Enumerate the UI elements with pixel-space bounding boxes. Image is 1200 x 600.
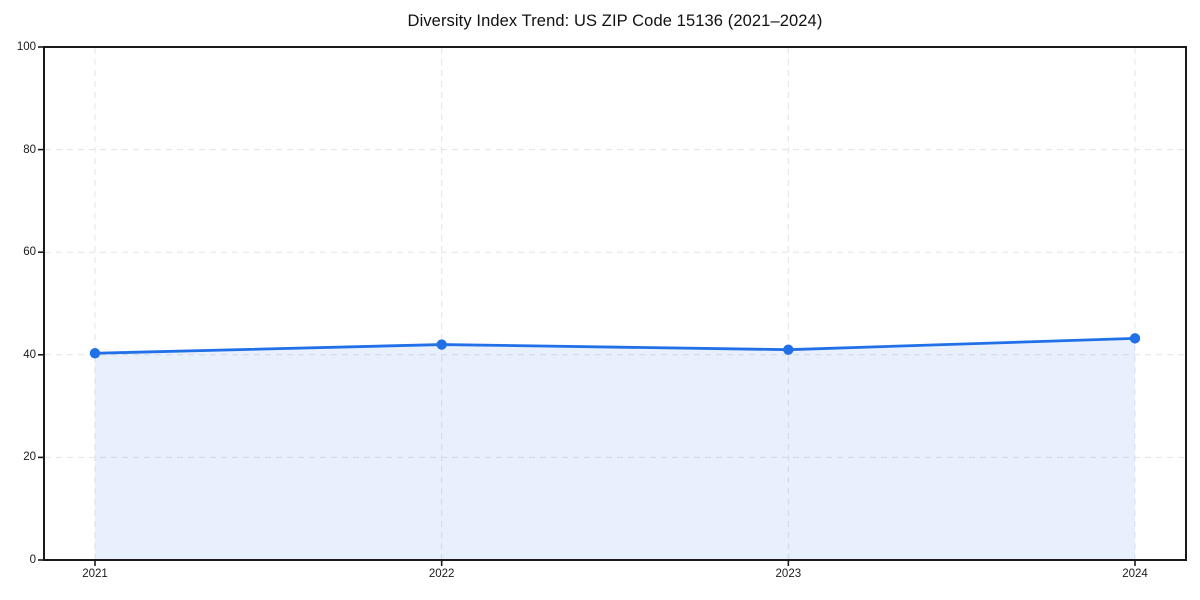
trend-line <box>93 336 1137 355</box>
plot-frame <box>43 46 1187 561</box>
y-tick-label: 100 <box>16 41 36 53</box>
data-point-marker <box>1129 333 1141 344</box>
y-tick-label: 0 <box>29 554 36 566</box>
x-tick-label: 2021 <box>82 568 108 580</box>
data-point-marker <box>89 348 101 359</box>
chart-title: Diversity Index Trend: US ZIP Code 15136… <box>407 12 823 30</box>
y-tick-label: 20 <box>23 451 36 464</box>
x-tick-label: 2024 <box>1122 568 1148 580</box>
data-point-marker <box>783 344 794 355</box>
y-tick-label: 40 <box>23 348 36 361</box>
x-tick-label: 2023 <box>775 568 802 580</box>
y-tick-label: 60 <box>23 246 36 259</box>
data-point-marker <box>436 339 447 350</box>
x-tick-label: 2022 <box>428 568 455 580</box>
y-tick-label: 80 <box>23 143 36 156</box>
area-fill <box>95 338 1135 559</box>
